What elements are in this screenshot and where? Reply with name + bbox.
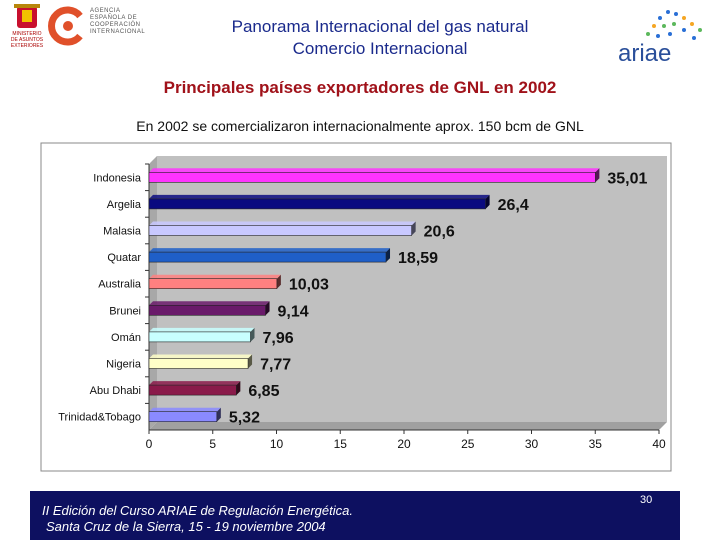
ministry-text-2: DE ASUNTOS [11, 37, 44, 43]
category-label: Trinidad&Tobago [58, 412, 141, 424]
category-label: Argelia [107, 199, 142, 211]
value-label: 7,77 [260, 357, 291, 374]
chart-svg: Indonesia Argelia Malasia Quatar Australia Br… [40, 142, 672, 472]
bar [148, 354, 253, 369]
x-tick-label: 30 [525, 437, 539, 451]
bar-end [595, 168, 600, 183]
bar-face [148, 278, 278, 289]
bar-top [149, 354, 253, 359]
bar-end [216, 407, 221, 422]
bar [148, 301, 270, 316]
bar-end [411, 221, 416, 236]
x-tick-label: 10 [270, 437, 284, 451]
ariae-dots-icon [640, 8, 710, 44]
category-label: Omán [111, 332, 141, 344]
bar-face [148, 171, 596, 183]
bar-top [149, 301, 270, 306]
footer-bar [30, 491, 680, 540]
bar-face [148, 331, 251, 343]
x-tick-label: 25 [461, 437, 475, 451]
bar-face [148, 305, 266, 316]
value-label: 7,96 [262, 330, 293, 347]
category-label: Indonesia [93, 172, 142, 184]
x-tick-label: 40 [652, 437, 666, 451]
bar-face [148, 411, 218, 423]
bar [148, 274, 281, 289]
value-label: 10,03 [289, 277, 329, 294]
value-label: 26,4 [498, 197, 529, 214]
bar [148, 381, 241, 396]
bar-end [485, 194, 490, 209]
value-label: 18,59 [398, 250, 438, 267]
bar [148, 248, 391, 263]
bar-top [149, 248, 391, 253]
bar-face [148, 358, 249, 369]
value-label: 9,14 [278, 303, 309, 320]
bar [148, 168, 600, 183]
x-tick-label: 35 [589, 437, 603, 451]
page-subtitle: Comercio Internacional [292, 39, 468, 58]
bar-end [248, 354, 253, 369]
ministry-text-1: MINISTERIO [12, 31, 41, 37]
category-label: Abu Dhabi [90, 385, 141, 397]
bar-end [265, 301, 270, 316]
bar-face [148, 225, 412, 236]
x-tick-label: 20 [397, 437, 411, 451]
x-tick-label: 0 [146, 437, 153, 451]
bar-face [148, 384, 237, 396]
footer-course: II Edición del Curso ARIAE de Regulación… [42, 503, 353, 518]
x-tick-label: 5 [209, 437, 216, 451]
bar-top [149, 168, 600, 173]
aeci-logo [48, 6, 88, 46]
agency-text: AGENCIA ESPAÑOLA DE COOPERACIÓN INTERNAC… [90, 8, 145, 36]
bar [148, 407, 221, 423]
page-number: 30 [640, 494, 653, 506]
value-label: 6,85 [248, 383, 279, 400]
bar-end [250, 327, 255, 342]
bar [148, 327, 255, 343]
agency-line-3: COOPERACIÓN [90, 22, 141, 28]
bar-end [276, 274, 281, 289]
bar-top [149, 194, 490, 199]
bar-end [236, 381, 241, 396]
category-label: Australia [98, 279, 142, 291]
bar-top [149, 221, 416, 226]
bar-end [386, 248, 391, 263]
bar-top [149, 274, 281, 279]
bar [148, 221, 416, 236]
bar-top [149, 381, 241, 386]
bar-top [149, 407, 221, 412]
agency-line-1: AGENCIA [90, 8, 121, 14]
bar-face [148, 198, 486, 210]
bar [148, 194, 490, 210]
agency-line-2: ESPAÑOLA DE [90, 15, 138, 21]
slide-subtitle: Principales países exportadores de GNL e… [163, 78, 557, 97]
plot-floor [149, 422, 667, 430]
value-label: 5,32 [229, 410, 260, 427]
category-label: Nigeria [106, 359, 142, 371]
page-title: Panorama Internacional del gas natural [231, 17, 529, 36]
value-label: 35,01 [607, 170, 647, 187]
agency-line-4: INTERNACIONAL [90, 29, 146, 35]
bar-top [149, 327, 255, 332]
category-label: Malasia [103, 226, 142, 238]
footer-location: Santa Cruz de la Sierra, 15 - 19 noviemb… [46, 519, 326, 534]
category-label: Brunei [109, 305, 141, 317]
value-label: 20,6 [424, 224, 455, 241]
slide-note: En 2002 se comercializaron internacional… [136, 118, 584, 134]
ministry-logo: MINISTERIO DE ASUNTOS EXTERIORES [8, 4, 46, 50]
ariae-logo: ariae [618, 40, 672, 67]
category-label: Quatar [107, 252, 141, 264]
ministry-text-3: EXTERIORES [11, 43, 44, 49]
bar-chart: Indonesia Argelia Malasia Quatar Australia Br… [40, 142, 672, 472]
bar-face [148, 251, 387, 263]
x-tick-label: 15 [334, 437, 348, 451]
